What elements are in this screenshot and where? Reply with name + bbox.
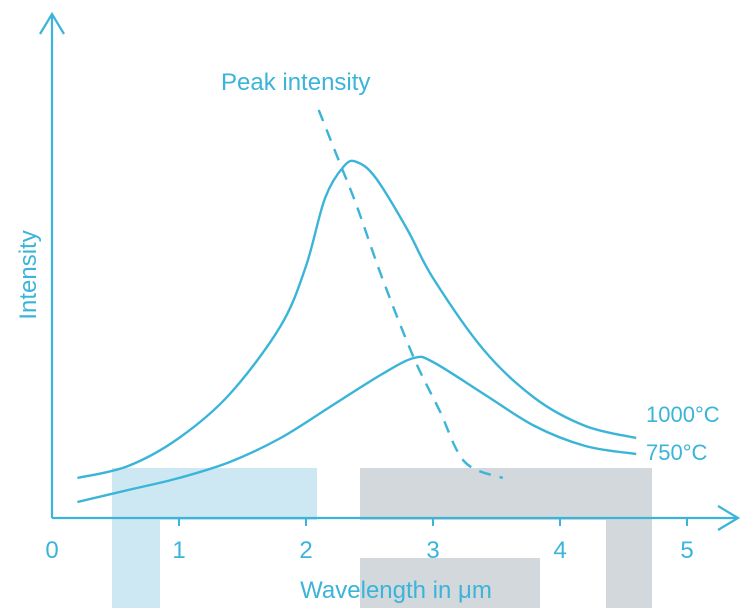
y-axis-title: Intensity xyxy=(15,230,42,319)
watermark-block-left xyxy=(112,468,317,520)
axes xyxy=(39,11,741,531)
watermark-block-bottom xyxy=(360,558,540,608)
x-tick-label-1: 1 xyxy=(172,537,185,564)
x-tick-label-2: 2 xyxy=(299,537,312,564)
series-line-2 xyxy=(317,109,504,480)
x-axis-arrow xyxy=(717,505,741,531)
annotation-peak-intensity: Peak intensity xyxy=(221,69,370,96)
series-label-1000c: 1000°C xyxy=(646,402,720,427)
series-line-0 xyxy=(77,159,637,480)
y-axis-arrow xyxy=(39,11,65,35)
x-tick-label-0: 0 xyxy=(45,537,58,564)
watermark xyxy=(112,468,652,608)
series-label-750c: 750°C xyxy=(646,440,708,465)
x-tick-label-5: 5 xyxy=(680,537,693,564)
series-line-1 xyxy=(77,355,637,504)
x-ticks: 0 1 2 3 4 5 xyxy=(45,518,694,564)
watermark-block-left-stem xyxy=(112,520,160,608)
x-tick-label-3: 3 xyxy=(426,537,439,564)
watermark-block-right xyxy=(360,468,652,520)
x-axis-title: Wavelength in μm xyxy=(300,577,492,604)
x-tick-label-4: 4 xyxy=(553,537,566,564)
watermark-block-right-stem xyxy=(606,520,652,608)
series xyxy=(77,109,637,504)
